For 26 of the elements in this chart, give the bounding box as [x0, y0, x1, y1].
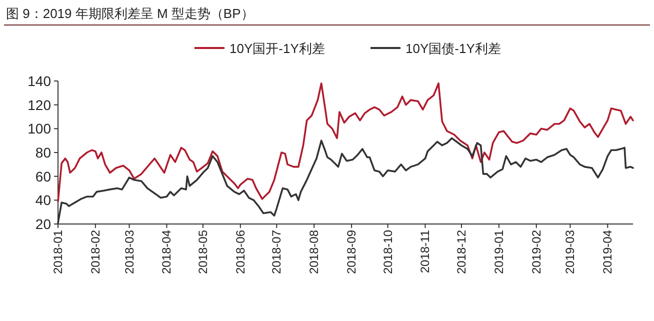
chart-title: 图 9：2019 年期限利差呈 M 型走势（BP）: [6, 6, 254, 21]
y-tick-label: 140: [28, 73, 52, 89]
legend-label: 10Y国开-1Y利差: [230, 41, 325, 56]
x-tick-label: 2019-04: [600, 230, 615, 274]
x-tick-label: 2018-04: [160, 230, 174, 274]
legend-label: 10Y国债-1Y利差: [406, 41, 501, 56]
y-tick-label: 120: [28, 96, 52, 113]
y-tick-label: 80: [35, 144, 52, 160]
x-tick-label: 2019-01: [492, 230, 506, 274]
y-tick-label: 40: [35, 192, 52, 208]
x-tick-label: 2018-11: [418, 230, 432, 274]
x-tick-label: 2018-05: [196, 230, 210, 274]
x-tick-label: 2019-02: [529, 230, 544, 274]
x-tick-label: 2018-07: [270, 230, 284, 274]
y-tick-label: 100: [28, 120, 52, 137]
x-tick-label: 2018-12: [454, 230, 468, 274]
x-tick-label: 2018-10: [380, 230, 395, 274]
x-tick-label: 2018-06: [233, 230, 248, 274]
x-tick-label: 2018-02: [88, 230, 102, 274]
x-tick-label: 2018-08: [307, 230, 322, 274]
y-tick-label: 20: [35, 216, 52, 232]
x-tick-label: 2018-03: [122, 230, 136, 274]
x-tick-label: 2019-03: [563, 230, 578, 274]
x-tick-label: 2018-09: [344, 230, 359, 274]
x-tick-label: 2018-01: [51, 230, 65, 274]
y-tick-label: 60: [35, 168, 52, 184]
